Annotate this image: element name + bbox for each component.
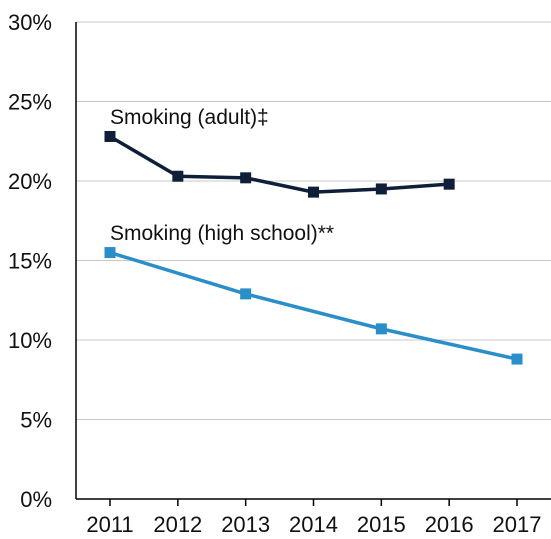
x-tick-label: 2016 [425,512,474,537]
x-tick-label: 2015 [357,512,406,537]
y-tick-label: 0% [20,487,52,512]
y-tick-label: 25% [8,90,52,115]
data-point [104,130,116,142]
series-label-high-school: Smoking (high school)** [110,222,334,245]
y-tick-label: 15% [8,249,52,274]
data-point [443,178,455,190]
y-tick-label: 5% [20,408,52,433]
y-tick-label: 20% [8,169,52,194]
series-line-0 [109,134,450,194]
series-line-1 [109,250,518,361]
y-tick-label: 10% [8,328,52,353]
data-point [104,247,116,259]
gridlines [76,21,551,420]
data-point [511,353,523,365]
data-point [172,170,184,182]
data-point [375,323,387,335]
data-point [375,183,387,195]
x-tick-label: 2014 [289,512,338,537]
x-tick-label: 2011 [86,512,133,537]
data-point [240,172,252,184]
data-point [240,288,252,300]
x-tick-label: 2013 [221,512,270,537]
y-tick-label: 30% [8,10,52,35]
series-layer [104,130,523,365]
series-label-adult: Smoking (adult)‡ [110,106,269,129]
y-axis-ticks: 0% 5% 10% 15% 20% 25% 30% [8,10,52,512]
data-point [307,186,319,198]
x-tick-label: 2017 [493,512,542,537]
x-axis-ticks: 2011 2012 2013 2014 2015 2016 2017 [86,499,541,537]
x-tick-label: 2012 [153,512,202,537]
